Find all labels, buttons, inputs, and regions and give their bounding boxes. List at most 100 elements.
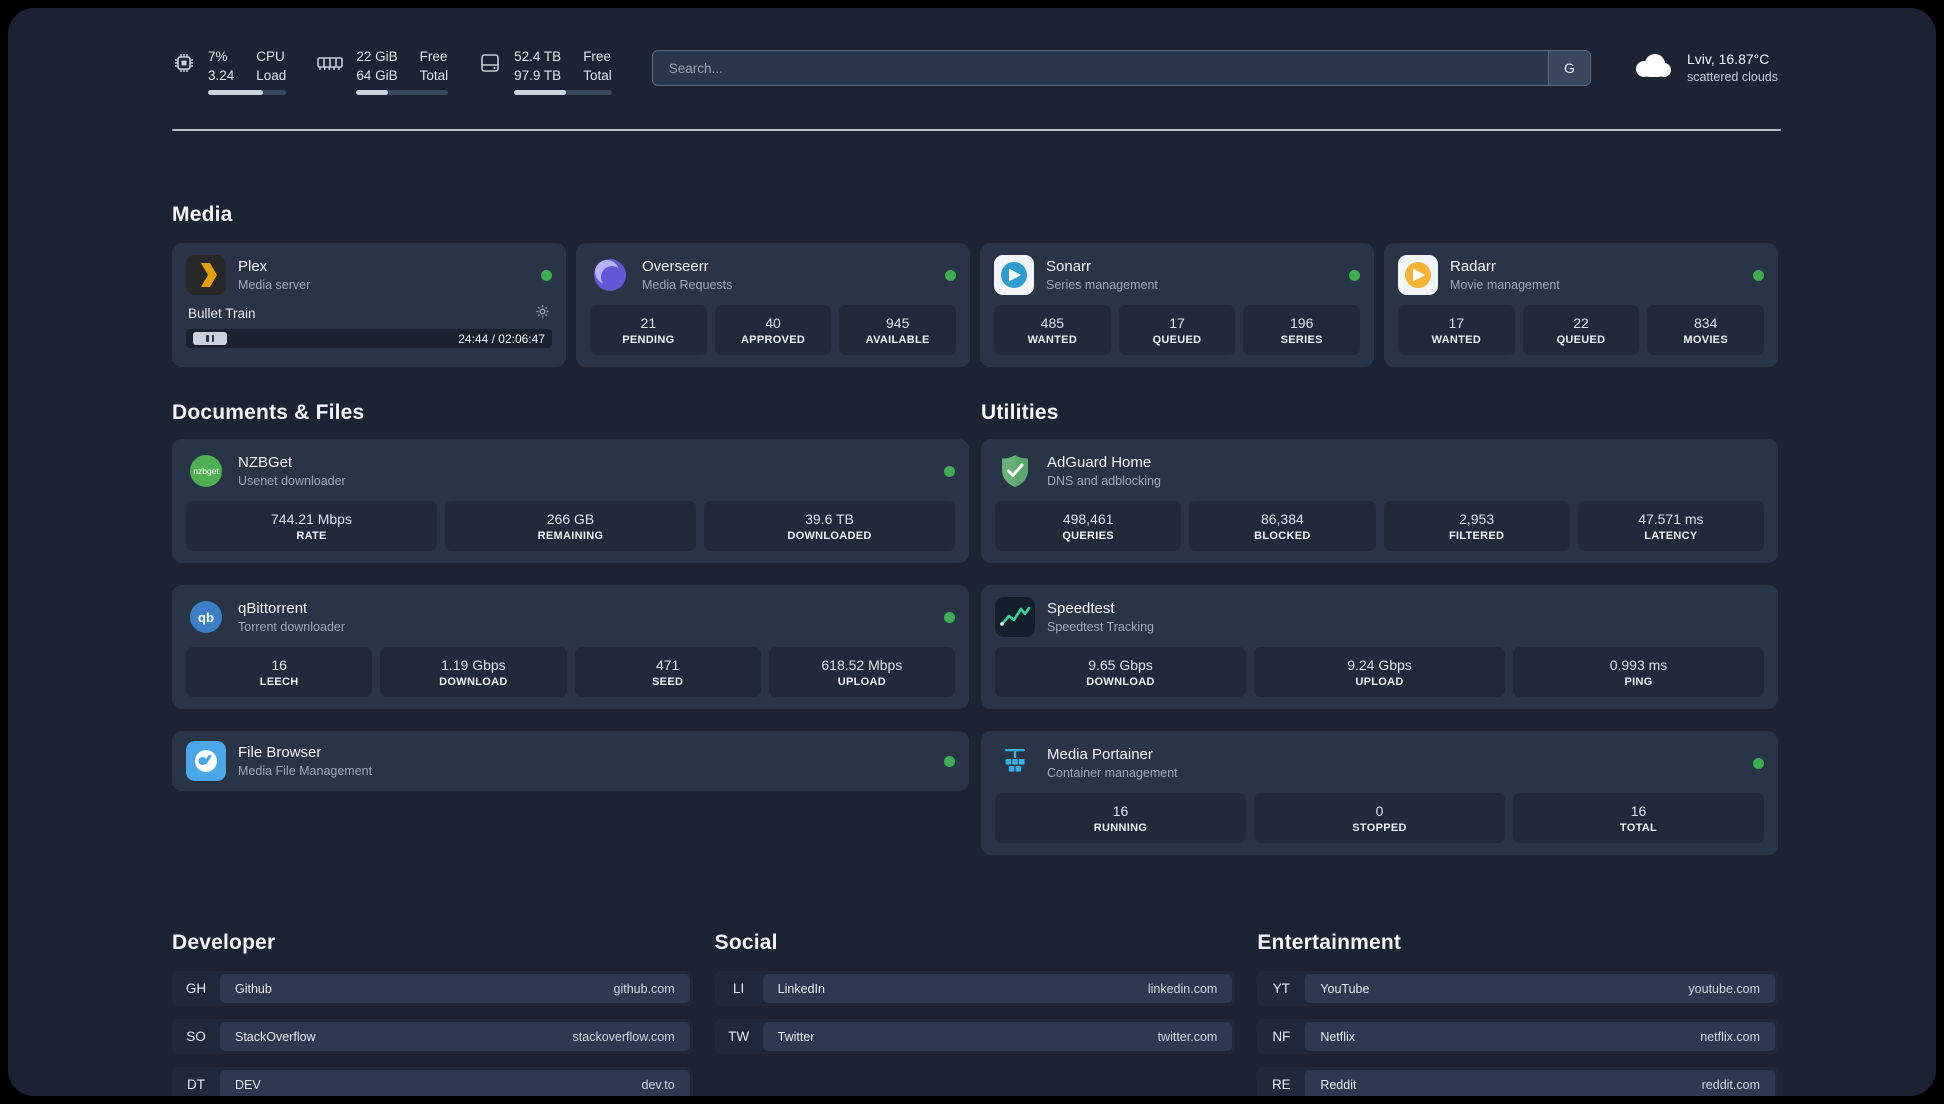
bookmark-abbr: DT: [187, 1077, 205, 1092]
app-description: DNS and adblocking: [1047, 474, 1161, 488]
playback-time: 24:44 / 02:06:47: [458, 331, 545, 346]
bookmark-dev[interactable]: DT DEV dev.to: [172, 1067, 693, 1096]
stat-upload: 9.24 Gbps UPLOAD: [1254, 647, 1505, 697]
bookmark-netflix[interactable]: NF Netflix netflix.com: [1257, 1019, 1778, 1054]
system-stats: 7% CPU 3.24 Load 22: [172, 48, 612, 95]
status-dot: [1349, 269, 1360, 281]
stat-queued: 22 QUEUED: [1522, 305, 1640, 355]
app-name: Speedtest: [1047, 600, 1115, 617]
documents-column: Documents & Files nzbget: [172, 367, 969, 791]
stat-value: 21: [640, 314, 657, 331]
utilities-column: Utilities: [981, 367, 1778, 855]
cpu-label: CPU: [256, 49, 285, 64]
bookmark-twitter[interactable]: TW Twitter twitter.com: [714, 1019, 1236, 1054]
section-title-media: Media: [172, 203, 233, 226]
section-title-entertainment: Entertainment: [1257, 931, 1402, 954]
app-card-nzbget[interactable]: nzbget NZBGet Usenet downloader 74: [172, 439, 969, 563]
stat-available: 945 AVAILABLE: [839, 305, 957, 355]
app-card-speedtest[interactable]: Speedtest Speedtest Tracking 9.65 Gbps D…: [981, 585, 1778, 709]
bookmark-github[interactable]: GH Github github.com: [172, 971, 693, 1006]
app-card-sonarr[interactable]: Sonarr Series management 485 WANTED 17 Q…: [980, 243, 1374, 367]
app-description: Usenet downloader: [238, 474, 346, 488]
search-bar[interactable]: G: [651, 50, 1591, 86]
stat-value: 86,384: [1260, 510, 1304, 527]
app-meta: Sonarr Series management: [1046, 258, 1158, 292]
stat-filtered: 2,953 FILTERED: [1383, 501, 1570, 551]
bookmark-abbr: GH: [185, 981, 207, 996]
stat-label: PENDING: [622, 333, 675, 346]
bookmark-reddit[interactable]: RE Reddit reddit.com: [1257, 1067, 1778, 1096]
stats-row: 9.65 Gbps DOWNLOAD 9.24 Gbps UPLOAD 0.99…: [995, 647, 1764, 697]
overseerr-icon: [590, 255, 630, 295]
stat-value: 744.21 Mbps: [271, 510, 352, 527]
bookmark-group-social: Social LI LinkedIn linkedin.com TW Twitt…: [714, 931, 1236, 1096]
bookmark-url: netflix.com: [1700, 1029, 1760, 1044]
bookmark-pill: Reddit reddit.com: [1305, 1070, 1775, 1096]
app-name: Radarr: [1450, 258, 1496, 275]
app-card-overseerr[interactable]: Overseerr Media Requests 21 PENDING 40 A…: [576, 243, 970, 367]
stat-ping: 0.993 ms PING: [1513, 647, 1764, 697]
stat-value: 22: [1573, 314, 1589, 331]
stat-value: 0: [1375, 802, 1384, 819]
stat-value: 266 GB: [546, 510, 595, 527]
status-dot: [944, 465, 955, 477]
cpu-stat: 7% CPU 3.24 Load: [172, 48, 287, 95]
app-meta: Plex Media server: [238, 258, 310, 292]
stat-leech: 16 LEECH: [186, 647, 373, 697]
weather-location: Lviv, 16.87°C: [1686, 51, 1770, 67]
main-content: Media Plex Media server Bullet Train: [8, 203, 1936, 1096]
gear-icon[interactable]: [535, 304, 550, 322]
stat-label: DOWNLOADED: [787, 529, 872, 542]
stat-blocked: 86,384 BLOCKED: [1189, 501, 1376, 551]
search-input[interactable]: [652, 51, 1548, 85]
stat-label: UPLOAD: [1355, 675, 1404, 688]
app-meta: File Browser Media File Management: [238, 744, 372, 778]
disk-icon: [478, 51, 502, 80]
bookmark-youtube[interactable]: YT YouTube youtube.com: [1257, 971, 1778, 1006]
stat-value: 618.52 Mbps: [821, 656, 903, 673]
svg-text:qb: qb: [198, 610, 214, 625]
cpu-readout: 7% CPU 3.24 Load: [208, 48, 287, 95]
cpu-progress-bar: [208, 90, 287, 95]
stat-series: 196 SERIES: [1243, 305, 1361, 355]
stat-value: 945: [886, 314, 910, 331]
app-description: Media File Management: [238, 764, 373, 778]
now-playing-title: Bullet Train: [188, 305, 256, 321]
app-description: Torrent downloader: [238, 620, 346, 634]
app-card-filebrowser[interactable]: File Browser Media File Management: [172, 731, 969, 791]
stat-value: 40: [765, 314, 781, 331]
app-card-qbittorrent[interactable]: qb qBittorrent Torrent downloader: [172, 585, 969, 709]
seek-bar[interactable]: 24:44 / 02:06:47: [186, 329, 552, 348]
stat-label: WANTED: [1431, 333, 1482, 346]
stat-label: QUEUED: [1556, 333, 1606, 346]
header: 7% CPU 3.24 Load 22: [8, 8, 1936, 95]
stat-label: RATE: [296, 529, 327, 542]
ram-icon: [316, 51, 344, 80]
bookmark-abbr: RE: [1271, 1077, 1291, 1092]
stat-label: SERIES: [1280, 333, 1323, 346]
app-meta: NZBGet Usenet downloader: [238, 454, 346, 488]
bookmark-url: dev.to: [641, 1077, 675, 1092]
stat-remaining: 266 GB REMAINING: [445, 501, 696, 551]
stat-value: 47.571 ms: [1638, 510, 1704, 527]
bookmark-url: twitter.com: [1157, 1029, 1218, 1044]
stat-label: LATENCY: [1644, 529, 1698, 542]
app-description: Media server: [238, 278, 311, 292]
bookmark-stackoverflow[interactable]: SO StackOverflow stackoverflow.com: [172, 1019, 693, 1054]
bookmark-linkedin[interactable]: LI LinkedIn linkedin.com: [714, 971, 1236, 1006]
app-name: NZBGet: [238, 454, 293, 471]
app-card-plex[interactable]: Plex Media server Bullet Train: [172, 243, 566, 367]
bookmark-group-entertainment: Entertainment YT YouTube youtube.com NF …: [1257, 931, 1778, 1096]
stat-running: 16 RUNNING: [995, 793, 1246, 843]
app-card-adguard[interactable]: AdGuard Home DNS and adblocking 498,461 …: [981, 439, 1778, 563]
bookmark-name: Reddit: [1320, 1077, 1357, 1092]
weather-widget[interactable]: Lviv, 16.87°C scattered clouds: [1631, 50, 1778, 85]
pause-button[interactable]: [193, 332, 227, 345]
app-card-radarr[interactable]: Radarr Movie management 17 WANTED 22 QUE…: [1384, 243, 1778, 367]
bookmark-abbr: YT: [1272, 981, 1290, 996]
app-card-portainer[interactable]: Media Portainer Container management 16 …: [981, 731, 1778, 855]
stat-label: QUERIES: [1062, 529, 1114, 542]
stat-label: FILTERED: [1448, 529, 1505, 542]
search-engine-button[interactable]: G: [1547, 51, 1590, 85]
stat-value: 17: [1169, 314, 1185, 331]
